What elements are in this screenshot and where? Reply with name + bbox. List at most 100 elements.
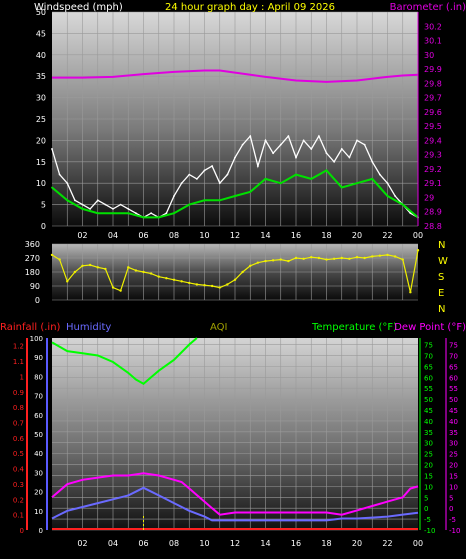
temp-tick-label: 15 — [424, 472, 433, 480]
baro-tick-label: 29.9 — [424, 65, 442, 74]
x-tick-label: 06 — [138, 231, 148, 240]
data-point-gust — [378, 173, 381, 176]
data-point-gust — [340, 148, 343, 150]
data-point-gust — [256, 165, 259, 167]
humidity-tick-label: 60 — [34, 412, 43, 420]
data-point-gust — [310, 148, 313, 150]
rain-tick-label: 0.6 — [13, 435, 25, 443]
data-point-direction — [96, 266, 99, 269]
dew-tick-label: 55 — [449, 385, 458, 393]
temp-tick-label: 55 — [424, 385, 433, 393]
x-tick-label: 04 — [108, 231, 118, 240]
dew-tick-label: 20 — [449, 462, 458, 470]
data-point-avg — [218, 199, 221, 202]
data-point-direction — [271, 259, 275, 262]
rain-tick-label: 0.4 — [13, 466, 25, 474]
rain-tick-label: 0.1 — [13, 512, 24, 520]
data-point-direction — [188, 281, 191, 285]
data-point-gust — [386, 182, 389, 185]
humidity-tick-label: 0 — [39, 527, 43, 535]
data-point-gust — [394, 195, 397, 197]
data-point-gust — [295, 156, 297, 159]
wind-tick-label: 5 — [41, 201, 46, 210]
x-tick-label: 18 — [321, 539, 331, 548]
data-point-gust — [218, 182, 221, 185]
data-point-direction — [111, 286, 115, 289]
data-point-gust — [81, 203, 84, 206]
data-point-gust — [104, 203, 107, 206]
data-point-direction — [249, 264, 252, 267]
data-point-direction — [371, 255, 374, 258]
data-point-direction — [203, 284, 206, 287]
x-tick-label: 12 — [230, 539, 240, 548]
baro-tick-label: 29.7 — [424, 94, 442, 103]
x-tick-label: 18 — [321, 231, 331, 240]
dew-tick-label: 0 — [449, 505, 453, 513]
wind-tick-label: 0 — [41, 222, 46, 231]
humidity-tick-label: 70 — [34, 393, 43, 401]
dew-tick-label: 70 — [449, 352, 458, 360]
dew-tick-label: -10 — [449, 527, 460, 535]
data-point-direction — [134, 269, 138, 272]
data-point-direction — [294, 256, 298, 260]
baro-tick-label: 30.1 — [424, 37, 442, 46]
data-point-direction — [226, 283, 229, 286]
data-point-gust — [89, 207, 92, 210]
x-tick-label: 00 — [413, 539, 423, 548]
rain-tick-label: 1 — [20, 373, 24, 381]
data-point-avg — [371, 178, 374, 180]
x-tick-label: 20 — [352, 231, 362, 240]
data-point-avg — [249, 190, 252, 193]
data-point-direction — [180, 280, 183, 283]
x-tick-label: 16 — [291, 539, 301, 548]
x-tick-label: 22 — [382, 231, 392, 240]
data-point-gust — [363, 143, 366, 146]
data-point-direction — [233, 278, 237, 281]
baro-tick-label: 28.9 — [424, 208, 442, 217]
data-point-direction — [50, 253, 54, 257]
data-point-avg — [66, 199, 69, 202]
data-point-direction — [287, 259, 290, 263]
baro-tick-label: 29 — [424, 193, 434, 202]
data-point-direction — [279, 258, 282, 261]
data-point-avg — [310, 178, 313, 180]
data-point-gust — [73, 199, 76, 202]
data-point-direction — [142, 270, 145, 274]
data-point-gust — [203, 169, 206, 172]
data-point-gust — [325, 152, 328, 155]
data-point-gust — [195, 178, 198, 180]
x-tick-label: 02 — [77, 231, 87, 240]
temp-tick-label: 30 — [424, 440, 433, 448]
humidity-legend: Humidity — [66, 322, 111, 333]
data-point-direction — [401, 258, 404, 261]
x-tick-label: 14 — [260, 539, 270, 548]
data-point-avg — [96, 212, 99, 215]
baro-tick-label: 30.2 — [424, 22, 442, 31]
dew-tick-label: 15 — [449, 472, 458, 480]
wind-tick-label: 35 — [36, 72, 46, 81]
data-point-gust — [317, 135, 320, 138]
rain-tick-label: 0.9 — [13, 389, 24, 397]
humidity-tick-label: 80 — [34, 373, 43, 381]
temp-tick-label: 0 — [424, 505, 428, 513]
data-point-direction — [393, 255, 397, 258]
data-point-avg — [386, 195, 389, 197]
baro-ylabel: Barometer (.in) — [390, 2, 466, 13]
series-hum — [51, 486, 419, 522]
data-point-direction — [119, 289, 122, 292]
compass-label: N — [438, 240, 445, 251]
temp-tick-label: 50 — [424, 396, 433, 404]
temp-legend: Temperature (°F) — [311, 322, 397, 333]
x-tick-label: 10 — [199, 231, 209, 240]
dew-tick-label: 45 — [449, 407, 458, 415]
data-point-gust — [348, 156, 351, 159]
compass-label: S — [438, 272, 444, 283]
data-point-gust — [264, 139, 267, 142]
data-point-direction — [317, 256, 321, 260]
wind-tick-label: 45 — [36, 29, 46, 38]
data-point-direction — [195, 283, 199, 286]
data-point-direction — [256, 261, 260, 264]
direction-tick-label: 180 — [25, 268, 40, 277]
data-point-gust — [58, 173, 61, 176]
